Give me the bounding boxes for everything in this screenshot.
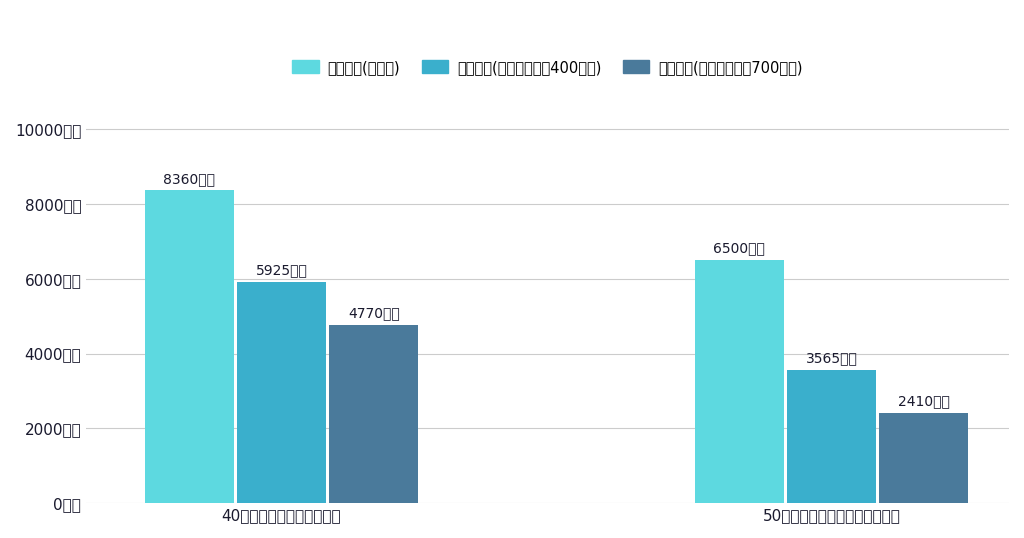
Text: 6500万円: 6500万円: [714, 242, 765, 256]
Text: 2410万円: 2410万円: [898, 394, 949, 408]
Bar: [330, 325, 418, 503]
Bar: [144, 190, 233, 503]
Text: 8360万円: 8360万円: [163, 172, 215, 186]
Legend: 国民年金(自営業), 厚生年金(平均勤続年収400万円), 厚生年金(平均勤続年収700万円): 国民年金(自営業), 厚生年金(平均勤続年収400万円), 厚生年金(平均勤続年…: [287, 54, 809, 81]
Text: 4770万円: 4770万円: [348, 306, 399, 320]
Bar: [880, 413, 968, 503]
Bar: [238, 281, 326, 503]
Bar: [695, 260, 783, 503]
Text: 5925万円: 5925万円: [256, 263, 307, 277]
Text: 3565万円: 3565万円: [806, 351, 857, 365]
Bar: [787, 370, 876, 503]
